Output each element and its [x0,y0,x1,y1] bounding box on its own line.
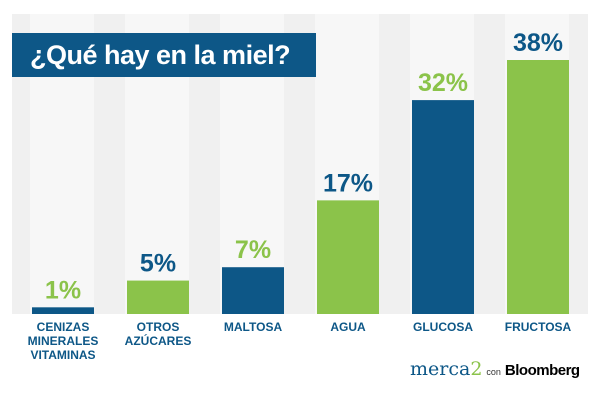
bar [222,267,284,314]
bar [317,200,379,314]
logo-merca: merca [410,358,471,380]
category-label: FRUCTOSA [505,320,572,334]
data-label: 32% [418,69,468,97]
category-label: VITAMINAS [30,348,95,362]
category-label: AGUA [330,320,366,334]
category-label: OTROS [137,320,180,334]
data-label: 1% [45,276,81,304]
logo-con: con [486,367,501,377]
logo: merca2 con Bloomberg [410,358,580,380]
category-label: CENIZAS [37,320,90,334]
category-label: MINERALES [28,334,99,348]
bar [507,60,569,314]
data-label: 38% [513,29,563,57]
logo-digit: 2 [470,358,483,380]
bar [127,280,189,314]
chart-title: ¿Qué hay en la miel? [12,33,316,77]
category-label: GLUCOSA [413,320,473,334]
logo-bloomberg: Bloomberg [504,362,580,379]
data-label: 7% [235,236,271,264]
category-label: AZÚCARES [125,333,192,348]
category-label: MALTOSA [224,320,283,334]
bar [412,100,474,315]
bar [32,307,94,314]
data-label: 5% [140,250,176,278]
data-label: 17% [323,169,373,197]
